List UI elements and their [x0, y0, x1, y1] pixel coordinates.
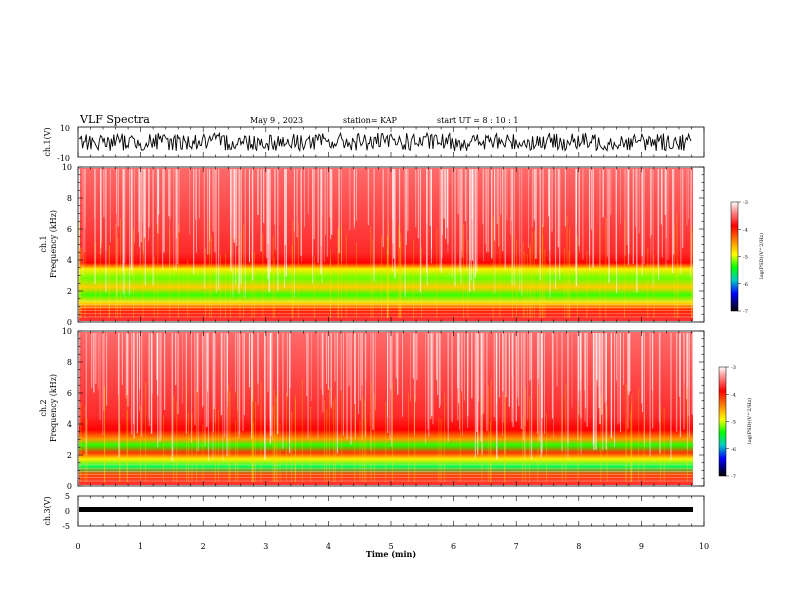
ch1-waveform-panel: 10 -10 ch.1(V) — [43, 124, 705, 163]
y-tick-label: 6 — [67, 389, 72, 398]
time-axis-label: Time (min) — [366, 549, 416, 559]
ch1-spec-ylabel: Frequency (kHz) — [49, 210, 58, 278]
y-tick-label: 8 — [67, 194, 72, 203]
ch3-ylabel: ch.3(V) — [43, 496, 52, 525]
colorbar-2-label: log(PSD)(V^2/Hz) — [746, 398, 753, 444]
colorbar-tick-label: -6 — [743, 282, 748, 288]
ch2-spec-yticklabels: 0 2 4 6 8 10 — [62, 327, 72, 491]
ch2-spec-ylabel: Frequency (kHz) — [49, 374, 58, 442]
y-tick-label: 0 — [67, 318, 72, 327]
colorbar-tick-label: -4 — [731, 392, 736, 398]
ch1-ytick-top: 10 — [60, 124, 70, 133]
ch3-ticks — [77, 496, 705, 526]
ch1-ytick-bottom: -10 — [57, 154, 70, 163]
time-tick-label: 1 — [138, 542, 143, 551]
ch1-spectrogram-image — [79, 168, 693, 321]
time-tick-label: 3 — [263, 542, 268, 551]
ch3-trace — [79, 507, 693, 512]
time-tick-label: 10 — [699, 542, 709, 551]
y-tick-label: 8 — [67, 358, 72, 367]
y-tick-label: 2 — [67, 451, 72, 460]
station-label: station= KAP — [343, 116, 398, 125]
y-tick-label: 6 — [67, 225, 72, 234]
colorbar-tick-label: -4 — [743, 227, 748, 233]
y-tick-label: 10 — [62, 327, 72, 336]
time-tick-label: 2 — [201, 542, 206, 551]
time-tick-label: 6 — [451, 542, 456, 551]
ch1-spectrogram-panel: 0 2 4 6 8 10 ch.1 Frequency (kHz) — [39, 163, 705, 327]
time-tick-label: 7 — [514, 542, 519, 551]
colorbar-tick-label: -5 — [743, 255, 748, 261]
date-label: May 9 , 2023 — [250, 116, 303, 125]
colorbar-1-ticks: -3 -4 -5 -6 -7 — [738, 200, 748, 315]
y-tick-label: 10 — [62, 163, 72, 172]
time-tick-label: 0 — [75, 542, 80, 551]
colorbar-tick-label: -3 — [731, 365, 736, 371]
time-axis-ticklabels: 0 1 2 3 4 5 6 7 8 9 10 — [75, 542, 709, 551]
ch3-ytick-bottom: -5 — [62, 522, 70, 531]
ch1-spec-ticks — [77, 166, 705, 323]
colorbar-1-label: log(PSD)(V^2/Hz) — [758, 233, 765, 279]
colorbar-tick-label: -6 — [731, 447, 736, 453]
colorbar-1-scale — [730, 201, 739, 312]
colorbar-2-ticks: -3 -4 -5 -6 -7 — [726, 365, 736, 480]
ch2-spectrogram-panel: 0 2 4 6 8 10 ch.2 Frequency (kHz) — [39, 327, 705, 491]
ch1-ylabel: ch.1(V) — [43, 127, 52, 156]
start-time-label: start UT = 8 : 10 : 1 — [437, 116, 518, 125]
colorbar-2: -3 -4 -5 -6 -7 log(PSD)(V^2/Hz) — [718, 365, 753, 480]
ch1-ticks — [77, 127, 705, 157]
ch1-spec-yticklabels: 0 2 4 6 8 10 — [62, 163, 72, 327]
y-tick-label: 4 — [67, 256, 72, 265]
y-tick-label: 0 — [67, 482, 72, 491]
colorbar-2-scale — [718, 366, 727, 477]
colorbar-tick-label: -5 — [731, 420, 736, 426]
colorbar-tick-label: -7 — [731, 474, 736, 480]
y-tick-label: 2 — [67, 287, 72, 296]
colorbar-1: -3 -4 -5 -6 -7 log(PSD)(V^2/Hz) — [730, 200, 765, 315]
time-tick-label: 8 — [576, 542, 581, 551]
ch1-spec-channel-label: ch.1 — [39, 235, 48, 252]
ch3-waveform-panel: 5 0 -5 ch.3(V) 0 1 2 3 4 5 6 7 8 9 10 Time (min) — [43, 492, 709, 559]
figure-title: VLF Spectra — [79, 113, 150, 126]
ch1-trace — [78, 131, 692, 153]
y-tick-label: 4 — [67, 420, 72, 429]
colorbar-tick-label: -3 — [743, 200, 748, 206]
ch2-spec-channel-label: ch.2 — [39, 399, 48, 416]
colorbar-tick-label: -7 — [743, 309, 748, 315]
ch3-ytick-mid: 0 — [65, 507, 70, 516]
ch3-ytick-top: 5 — [65, 492, 70, 501]
time-tick-label: 4 — [326, 542, 331, 551]
ch2-spectrogram-image — [79, 332, 693, 485]
ch2-spec-ticks — [77, 330, 705, 487]
time-tick-label: 9 — [639, 542, 644, 551]
time-tick-label: 5 — [388, 542, 393, 551]
ch2-spectrogram-streaks — [79, 333, 693, 482]
